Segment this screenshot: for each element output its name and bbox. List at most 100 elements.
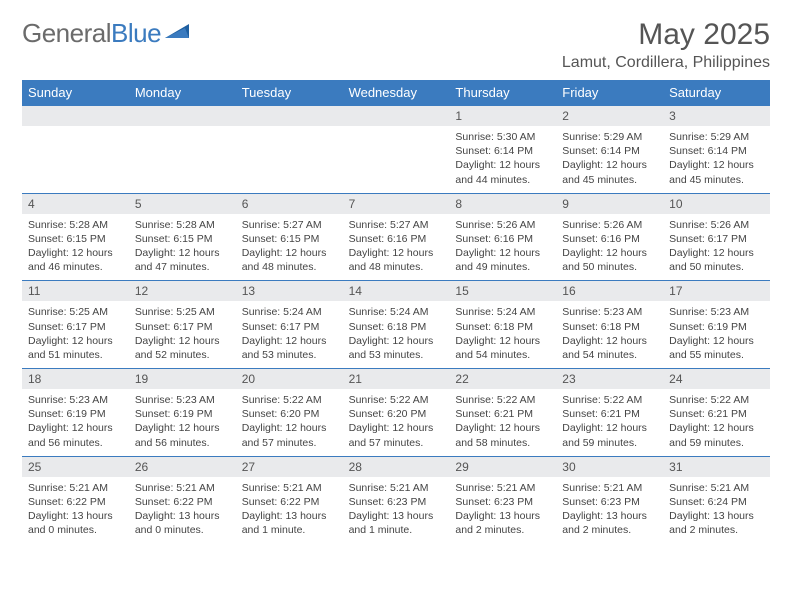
- day-cell: 25Sunrise: 5:21 AMSunset: 6:22 PMDayligh…: [22, 456, 129, 544]
- day-cell: 15Sunrise: 5:24 AMSunset: 6:18 PMDayligh…: [449, 280, 556, 368]
- day-info: Sunrise: 5:28 AMSunset: 6:15 PMDaylight:…: [129, 214, 236, 281]
- weekday-header: Saturday: [663, 80, 770, 105]
- day-number: 22: [449, 369, 556, 389]
- day-info: Sunrise: 5:29 AMSunset: 6:14 PMDaylight:…: [556, 126, 663, 193]
- day-number: 25: [22, 457, 129, 477]
- day-cell: 13Sunrise: 5:24 AMSunset: 6:17 PMDayligh…: [236, 280, 343, 368]
- day-cell: 19Sunrise: 5:23 AMSunset: 6:19 PMDayligh…: [129, 368, 236, 456]
- day-info: Sunrise: 5:22 AMSunset: 6:20 PMDaylight:…: [236, 389, 343, 456]
- page-header: GeneralBlue May 2025 Lamut, Cordillera, …: [22, 18, 770, 72]
- day-info: Sunrise: 5:23 AMSunset: 6:19 PMDaylight:…: [129, 389, 236, 456]
- day-info: Sunrise: 5:22 AMSunset: 6:21 PMDaylight:…: [556, 389, 663, 456]
- empty-cell: [129, 105, 236, 193]
- day-info: Sunrise: 5:21 AMSunset: 6:23 PMDaylight:…: [556, 477, 663, 544]
- day-cell: 11Sunrise: 5:25 AMSunset: 6:17 PMDayligh…: [22, 280, 129, 368]
- day-info: Sunrise: 5:24 AMSunset: 6:18 PMDaylight:…: [343, 301, 450, 368]
- day-cell: 5Sunrise: 5:28 AMSunset: 6:15 PMDaylight…: [129, 193, 236, 281]
- day-cell: 18Sunrise: 5:23 AMSunset: 6:19 PMDayligh…: [22, 368, 129, 456]
- day-cell: 23Sunrise: 5:22 AMSunset: 6:21 PMDayligh…: [556, 368, 663, 456]
- day-number: 3: [663, 106, 770, 126]
- empty-cell: [22, 105, 129, 193]
- weekday-header: Tuesday: [236, 80, 343, 105]
- weekday-header: Friday: [556, 80, 663, 105]
- day-info: Sunrise: 5:24 AMSunset: 6:17 PMDaylight:…: [236, 301, 343, 368]
- day-cell: 22Sunrise: 5:22 AMSunset: 6:21 PMDayligh…: [449, 368, 556, 456]
- calendar-page: GeneralBlue May 2025 Lamut, Cordillera, …: [0, 0, 792, 612]
- day-number: 11: [22, 281, 129, 301]
- day-number: 4: [22, 194, 129, 214]
- empty-cell: [236, 105, 343, 193]
- empty-cell: [343, 105, 450, 193]
- day-number: 21: [343, 369, 450, 389]
- day-cell: 29Sunrise: 5:21 AMSunset: 6:23 PMDayligh…: [449, 456, 556, 544]
- day-number: 26: [129, 457, 236, 477]
- brand-name-a: General: [22, 18, 111, 48]
- weekday-header: Wednesday: [343, 80, 450, 105]
- day-number: 14: [343, 281, 450, 301]
- location-subtitle: Lamut, Cordillera, Philippines: [562, 54, 770, 72]
- day-cell: 9Sunrise: 5:26 AMSunset: 6:16 PMDaylight…: [556, 193, 663, 281]
- day-number: 28: [343, 457, 450, 477]
- day-number: 30: [556, 457, 663, 477]
- day-number: 2: [556, 106, 663, 126]
- day-number: 13: [236, 281, 343, 301]
- day-number-empty: [22, 106, 129, 126]
- day-number: 1: [449, 106, 556, 126]
- day-info: Sunrise: 5:21 AMSunset: 6:23 PMDaylight:…: [343, 477, 450, 544]
- day-cell: 28Sunrise: 5:21 AMSunset: 6:23 PMDayligh…: [343, 456, 450, 544]
- day-info: Sunrise: 5:28 AMSunset: 6:15 PMDaylight:…: [22, 214, 129, 281]
- day-cell: 10Sunrise: 5:26 AMSunset: 6:17 PMDayligh…: [663, 193, 770, 281]
- day-cell: 30Sunrise: 5:21 AMSunset: 6:23 PMDayligh…: [556, 456, 663, 544]
- day-info: Sunrise: 5:26 AMSunset: 6:16 PMDaylight:…: [449, 214, 556, 281]
- day-info: Sunrise: 5:21 AMSunset: 6:22 PMDaylight:…: [129, 477, 236, 544]
- day-cell: 27Sunrise: 5:21 AMSunset: 6:22 PMDayligh…: [236, 456, 343, 544]
- day-cell: 4Sunrise: 5:28 AMSunset: 6:15 PMDaylight…: [22, 193, 129, 281]
- day-number-empty: [236, 106, 343, 126]
- day-number: 24: [663, 369, 770, 389]
- day-number: 7: [343, 194, 450, 214]
- day-cell: 8Sunrise: 5:26 AMSunset: 6:16 PMDaylight…: [449, 193, 556, 281]
- day-info: Sunrise: 5:29 AMSunset: 6:14 PMDaylight:…: [663, 126, 770, 193]
- brand-triangle-icon: [165, 22, 191, 45]
- day-number: 15: [449, 281, 556, 301]
- calendar-body: 1Sunrise: 5:30 AMSunset: 6:14 PMDaylight…: [22, 105, 770, 543]
- day-cell: 1Sunrise: 5:30 AMSunset: 6:14 PMDaylight…: [449, 105, 556, 193]
- day-cell: 6Sunrise: 5:27 AMSunset: 6:15 PMDaylight…: [236, 193, 343, 281]
- day-cell: 21Sunrise: 5:22 AMSunset: 6:20 PMDayligh…: [343, 368, 450, 456]
- day-cell: 3Sunrise: 5:29 AMSunset: 6:14 PMDaylight…: [663, 105, 770, 193]
- day-cell: 16Sunrise: 5:23 AMSunset: 6:18 PMDayligh…: [556, 280, 663, 368]
- day-info: Sunrise: 5:22 AMSunset: 6:20 PMDaylight:…: [343, 389, 450, 456]
- day-number: 18: [22, 369, 129, 389]
- day-cell: 2Sunrise: 5:29 AMSunset: 6:14 PMDaylight…: [556, 105, 663, 193]
- day-cell: 17Sunrise: 5:23 AMSunset: 6:19 PMDayligh…: [663, 280, 770, 368]
- weekday-header: Monday: [129, 80, 236, 105]
- day-info: Sunrise: 5:21 AMSunset: 6:22 PMDaylight:…: [22, 477, 129, 544]
- day-number: 17: [663, 281, 770, 301]
- day-cell: 7Sunrise: 5:27 AMSunset: 6:16 PMDaylight…: [343, 193, 450, 281]
- brand-logo: GeneralBlue: [22, 18, 191, 49]
- day-info: Sunrise: 5:23 AMSunset: 6:19 PMDaylight:…: [22, 389, 129, 456]
- day-cell: 24Sunrise: 5:22 AMSunset: 6:21 PMDayligh…: [663, 368, 770, 456]
- day-number: 23: [556, 369, 663, 389]
- day-number: 12: [129, 281, 236, 301]
- day-info: Sunrise: 5:27 AMSunset: 6:15 PMDaylight:…: [236, 214, 343, 281]
- day-number: 6: [236, 194, 343, 214]
- day-info: Sunrise: 5:25 AMSunset: 6:17 PMDaylight:…: [22, 301, 129, 368]
- day-info: Sunrise: 5:21 AMSunset: 6:23 PMDaylight:…: [449, 477, 556, 544]
- weekday-header: Sunday: [22, 80, 129, 105]
- day-cell: 14Sunrise: 5:24 AMSunset: 6:18 PMDayligh…: [343, 280, 450, 368]
- day-info: Sunrise: 5:27 AMSunset: 6:16 PMDaylight:…: [343, 214, 450, 281]
- calendar: SundayMondayTuesdayWednesdayThursdayFrid…: [22, 80, 770, 543]
- day-info: Sunrise: 5:23 AMSunset: 6:19 PMDaylight:…: [663, 301, 770, 368]
- day-number-empty: [343, 106, 450, 126]
- day-number: 8: [449, 194, 556, 214]
- day-number: 19: [129, 369, 236, 389]
- brand-name: GeneralBlue: [22, 18, 161, 49]
- day-number: 29: [449, 457, 556, 477]
- day-number: 10: [663, 194, 770, 214]
- day-number: 9: [556, 194, 663, 214]
- day-cell: 12Sunrise: 5:25 AMSunset: 6:17 PMDayligh…: [129, 280, 236, 368]
- day-cell: 20Sunrise: 5:22 AMSunset: 6:20 PMDayligh…: [236, 368, 343, 456]
- day-info: Sunrise: 5:22 AMSunset: 6:21 PMDaylight:…: [663, 389, 770, 456]
- weekday-header: Thursday: [449, 80, 556, 105]
